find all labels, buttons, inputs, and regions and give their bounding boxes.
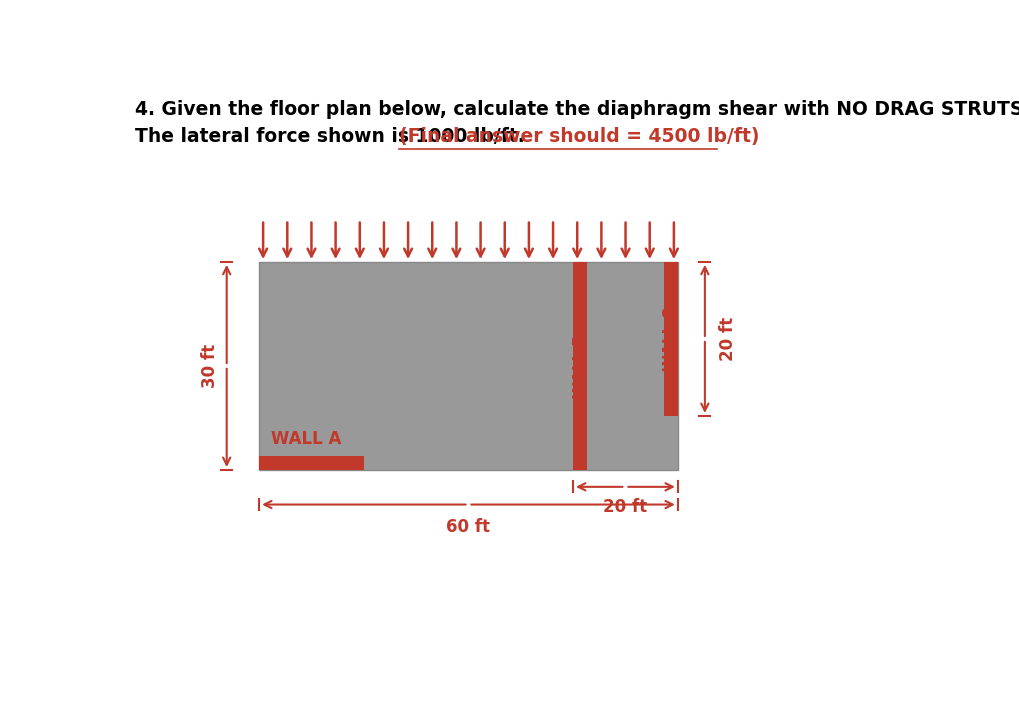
Bar bbox=[259, 456, 364, 470]
Text: 20 ft: 20 ft bbox=[718, 317, 737, 361]
Text: 60 ft: 60 ft bbox=[446, 519, 490, 536]
Text: WALL B: WALL B bbox=[572, 334, 587, 398]
Text: WALL A: WALL A bbox=[271, 430, 341, 449]
Text: 30 ft: 30 ft bbox=[201, 344, 218, 388]
Text: 4. Given the floor plan below, calculate the diaphragm shear with NO DRAG STRUTS: 4. Given the floor plan below, calculate… bbox=[136, 100, 1019, 119]
Text: WALL C: WALL C bbox=[662, 307, 678, 371]
Bar bbox=[573, 262, 587, 470]
Bar bbox=[259, 262, 677, 470]
Text: The lateral force shown is 1000 lb/ft.: The lateral force shown is 1000 lb/ft. bbox=[136, 128, 531, 147]
Text: 20 ft: 20 ft bbox=[603, 498, 647, 517]
Bar bbox=[663, 262, 677, 416]
Text: (Final answer should = 4500 lb/ft): (Final answer should = 4500 lb/ft) bbox=[398, 128, 758, 147]
